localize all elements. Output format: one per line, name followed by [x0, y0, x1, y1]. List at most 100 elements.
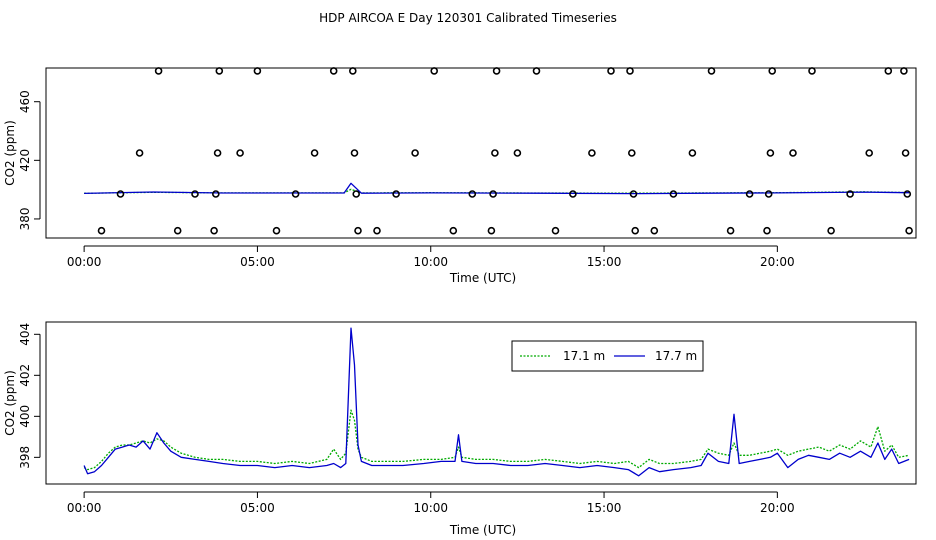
- calibration-point: [631, 226, 640, 235]
- page-title: HDP AIRCOA E Day 120301 Calibrated Times…: [319, 11, 617, 25]
- bottom-x-tick-label: 00:00: [67, 501, 102, 515]
- calibration-point: [768, 67, 777, 75]
- calibration-point: [97, 226, 106, 235]
- calibration-point: [492, 67, 501, 75]
- calibration-point: [808, 67, 816, 75]
- top-y-tick-label: 460: [18, 90, 32, 113]
- calibration-point: [669, 190, 678, 198]
- bottom-series-line-0: [83, 409, 910, 471]
- calibration-point: [191, 190, 199, 198]
- calibration-point: [392, 190, 400, 198]
- calibration-point: [236, 149, 244, 157]
- bottom-series-line-1: [83, 327, 910, 477]
- calibration-point: [551, 226, 560, 235]
- calibration-point: [763, 226, 771, 235]
- calibration-point: [430, 67, 439, 75]
- top-panel: 00:00 05:00 10:00 15:00 20:00 380 420 460 Time…: [3, 67, 917, 285]
- calibration-point: [215, 67, 224, 75]
- calibration-point: [726, 226, 735, 235]
- calibration-point: [348, 67, 357, 75]
- legend: 17.1 m 17.7 m: [511, 340, 704, 372]
- top-series-line-1: [84, 182, 910, 195]
- bottom-x-tick-label: 20:00: [760, 501, 795, 515]
- calibration-point: [650, 226, 659, 235]
- calibration-point: [827, 226, 835, 235]
- calibration-point: [487, 226, 496, 235]
- top-x-tick-label: 00:00: [67, 255, 102, 269]
- calibration-point: [272, 226, 281, 235]
- top-x-tick-label: 15:00: [587, 255, 622, 269]
- top-x-tick-label: 05:00: [240, 255, 275, 269]
- top-calibration-points: [97, 67, 913, 235]
- calibration-point: [764, 190, 773, 198]
- calibration-point: [491, 149, 499, 157]
- calibration-point: [291, 190, 300, 198]
- bottom-series-lines: [83, 327, 910, 477]
- bottom-y-tick-label: 400: [18, 405, 32, 428]
- calibration-point: [116, 190, 125, 198]
- calibration-point: [905, 226, 913, 235]
- calibration-point: [354, 226, 362, 235]
- bottom-x-axis: 00:00 05:00 10:00 15:00 20:00: [67, 491, 795, 515]
- calibration-point: [532, 67, 541, 75]
- bottom-y-axis: 398 400 402 404: [18, 323, 41, 469]
- calibration-point: [884, 67, 893, 75]
- legend-box: [511, 340, 704, 372]
- calibration-point: [626, 67, 634, 75]
- top-y-tick-label: 420: [18, 149, 32, 172]
- bottom-x-tick-label: 15:00: [587, 501, 622, 515]
- legend-label-17-7m: 17.7 m: [655, 349, 697, 363]
- calibration-point: [846, 190, 854, 198]
- top-x-tick-label: 20:00: [760, 255, 795, 269]
- bottom-y-tick-label: 402: [18, 364, 32, 387]
- calibration-point: [213, 149, 222, 157]
- bottom-y-axis-label: CO2 (ppm): [3, 370, 17, 436]
- bottom-y-tick-label: 398: [18, 446, 32, 469]
- bottom-y-tick-label: 404: [18, 323, 32, 346]
- calibration-point: [210, 226, 218, 235]
- calibration-point: [154, 67, 163, 75]
- calibration-point: [350, 149, 359, 157]
- bottom-panel: 00:00 05:00 10:00 15:00 20:00 398 400 402 404 T…: [3, 321, 917, 537]
- calibration-point: [900, 67, 908, 75]
- bottom-x-tick-label: 10:00: [413, 501, 448, 515]
- calibration-point: [352, 190, 361, 198]
- calibration-point: [629, 190, 638, 198]
- calibration-point: [489, 190, 497, 198]
- bottom-panel-frame: [45, 321, 917, 485]
- bottom-x-axis-label: Time (UTC): [449, 523, 516, 537]
- top-y-tick-label: 380: [18, 207, 32, 230]
- calibration-point: [865, 149, 874, 157]
- calibration-point: [513, 149, 522, 157]
- calibration-point: [212, 190, 220, 198]
- calibration-point: [766, 149, 775, 157]
- calibration-point: [607, 67, 615, 75]
- calibration-point: [569, 190, 577, 198]
- calibration-point: [449, 226, 458, 235]
- calibration-point: [789, 149, 797, 157]
- calibration-point: [173, 226, 182, 235]
- top-x-axis-label: Time (UTC): [449, 271, 516, 285]
- calibration-point: [627, 149, 636, 157]
- calibration-point: [253, 67, 262, 75]
- calibration-point: [329, 67, 338, 75]
- top-panel-frame: [45, 67, 917, 239]
- calibration-point: [411, 149, 419, 157]
- calibration-point: [745, 190, 754, 198]
- top-x-axis: 00:00 05:00 10:00 15:00 20:00: [67, 245, 795, 269]
- calibration-point: [373, 226, 381, 235]
- legend-label-17-1m: 17.1 m: [563, 349, 605, 363]
- bottom-x-tick-label: 05:00: [240, 501, 275, 515]
- calibration-point: [903, 190, 912, 198]
- top-series-lines: [84, 182, 910, 195]
- top-x-tick-label: 10:00: [413, 255, 448, 269]
- calibration-point: [688, 149, 697, 157]
- calibration-point: [135, 149, 144, 157]
- calibration-point: [310, 149, 319, 157]
- calibration-point: [588, 149, 596, 157]
- calibration-point: [707, 67, 716, 75]
- top-y-axis-label: CO2 (ppm): [3, 120, 17, 186]
- top-y-axis: 380 420 460: [18, 90, 41, 230]
- calibration-point: [468, 190, 477, 198]
